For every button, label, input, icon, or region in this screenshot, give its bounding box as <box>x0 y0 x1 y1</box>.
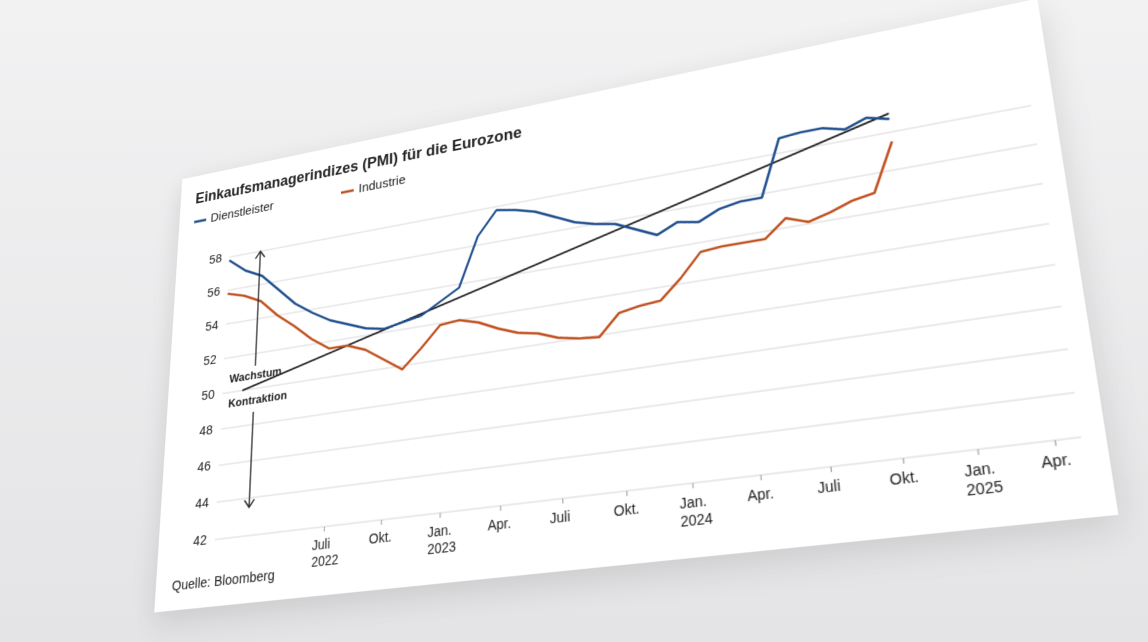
x-tick-label: Apr. <box>746 484 775 505</box>
chart-card: Einkaufsmanagerindizes (PMI) für die Eur… <box>154 0 1119 613</box>
legend-swatch <box>194 220 206 222</box>
y-tick-label: 56 <box>207 284 221 301</box>
grid-line <box>230 106 1032 258</box>
y-tick-label: 48 <box>199 422 213 439</box>
annotation: Wachstum <box>229 366 282 386</box>
x-tick-label: Juli 2022 <box>311 535 339 570</box>
y-tick-label: 46 <box>197 458 211 475</box>
grid-line <box>217 393 1075 502</box>
x-tick <box>903 458 904 463</box>
annotation: Kontraktion <box>228 390 287 411</box>
grid-line <box>226 183 1043 324</box>
y-tick-label: 58 <box>209 250 222 267</box>
x-tick-label: Jan. 2023 <box>427 521 457 558</box>
arrow-down <box>249 412 253 507</box>
y-tick-label: 50 <box>201 386 215 403</box>
legend-label: Industrie <box>358 172 405 196</box>
x-tick-label: Juli <box>549 507 571 527</box>
grid-line <box>215 437 1081 539</box>
x-tick <box>1055 440 1056 446</box>
grid-line <box>224 224 1049 359</box>
y-tick-label: 54 <box>205 317 219 334</box>
x-tick-label: Apr. <box>487 514 512 534</box>
series-line <box>224 113 903 355</box>
x-tick-label: Jan. 2025 <box>963 458 1005 500</box>
x-tick-label: Okt. <box>888 467 920 489</box>
y-tick-label: 52 <box>203 351 217 368</box>
x-tick-label: Okt. <box>613 499 640 520</box>
arrow-up <box>255 251 260 365</box>
x-tick <box>978 449 979 455</box>
x-tick-label: Jan. 2024 <box>679 492 714 531</box>
x-tick-label: Okt. <box>368 528 392 547</box>
x-tick-label: Apr. <box>1039 449 1073 472</box>
legend-swatch <box>341 190 354 193</box>
source: Quelle: Bloomberg <box>171 566 275 594</box>
chart: Einkaufsmanagerindizes (PMI) für die Eur… <box>171 0 1118 594</box>
trend-line <box>242 113 908 390</box>
y-tick-label: 42 <box>193 531 207 549</box>
grid-line <box>222 265 1055 394</box>
x-tick-label: Juli <box>816 476 842 497</box>
y-tick-label: 44 <box>195 494 209 512</box>
